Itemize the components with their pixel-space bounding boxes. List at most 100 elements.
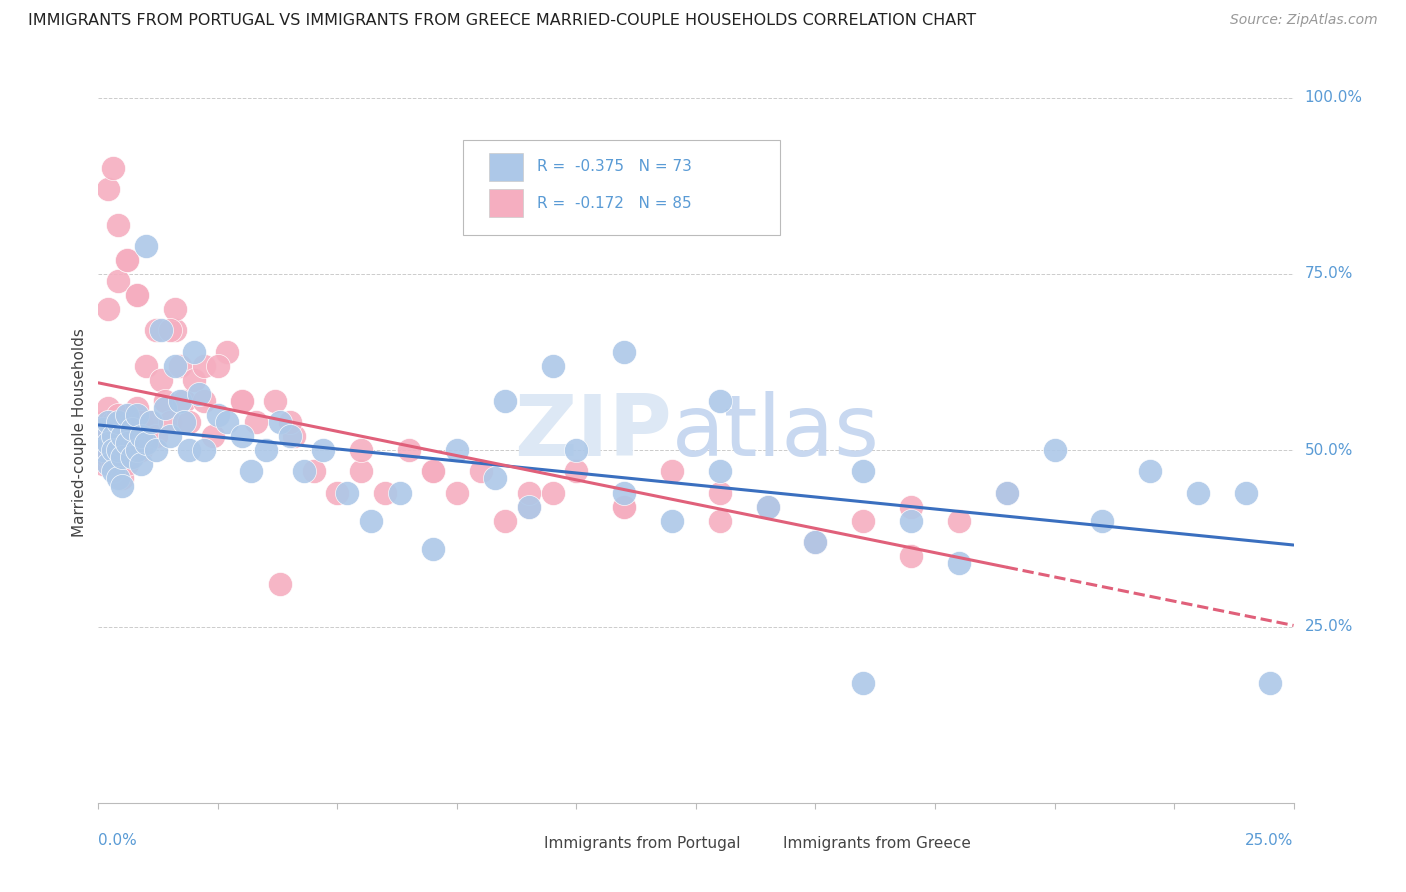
Point — [107, 471, 129, 485]
Point — [278, 415, 301, 429]
Point — [115, 252, 138, 267]
Point — [292, 464, 315, 478]
Point — [91, 436, 114, 450]
Point — [115, 436, 138, 450]
Text: R =  -0.375   N = 73: R = -0.375 N = 73 — [537, 160, 692, 174]
Point — [155, 401, 177, 415]
Point — [101, 458, 124, 472]
Point — [312, 443, 335, 458]
Point — [948, 514, 970, 528]
Point — [517, 485, 540, 500]
Point — [135, 239, 157, 253]
Text: 25.0%: 25.0% — [1305, 619, 1353, 634]
Point — [995, 485, 1018, 500]
Point — [101, 464, 124, 478]
Point — [155, 393, 177, 408]
Point — [163, 359, 186, 373]
Point — [269, 415, 291, 429]
Point — [283, 429, 305, 443]
Point — [484, 471, 506, 485]
Point — [900, 549, 922, 563]
Point — [269, 577, 291, 591]
Point — [709, 393, 731, 408]
Point — [1187, 485, 1209, 500]
Point — [254, 443, 277, 458]
Text: atlas: atlas — [672, 391, 880, 475]
Point — [101, 429, 124, 443]
Point — [111, 450, 134, 465]
Point — [1091, 514, 1114, 528]
Point — [111, 450, 134, 465]
Point — [756, 500, 779, 514]
Point — [446, 443, 468, 458]
Point — [804, 535, 827, 549]
Point — [661, 514, 683, 528]
Point — [231, 393, 253, 408]
Point — [193, 443, 215, 458]
Point — [494, 514, 516, 528]
Point — [115, 429, 138, 443]
Point — [149, 373, 172, 387]
Point — [97, 436, 120, 450]
Point — [101, 161, 124, 176]
Text: 0.0%: 0.0% — [98, 833, 138, 848]
Text: Source: ZipAtlas.com: Source: ZipAtlas.com — [1230, 13, 1378, 28]
Point — [135, 436, 157, 450]
FancyBboxPatch shape — [463, 140, 780, 235]
Point — [756, 500, 779, 514]
Point — [169, 393, 191, 408]
Point — [852, 464, 875, 478]
Point — [159, 429, 181, 443]
Point — [111, 471, 134, 485]
Point — [422, 541, 444, 556]
Point — [111, 478, 134, 492]
Point — [125, 401, 148, 415]
Point — [169, 359, 191, 373]
Point — [709, 464, 731, 478]
Text: 100.0%: 100.0% — [1305, 90, 1362, 105]
Point — [145, 323, 167, 337]
Point — [121, 450, 143, 465]
Point — [101, 443, 124, 458]
Point — [97, 429, 120, 443]
Point — [131, 415, 153, 429]
Point — [121, 415, 143, 429]
Point — [97, 415, 120, 429]
Point — [149, 323, 172, 337]
Point — [900, 514, 922, 528]
Point — [125, 408, 148, 422]
Point — [159, 415, 181, 429]
Point — [565, 443, 588, 458]
Point — [446, 485, 468, 500]
Point — [900, 500, 922, 514]
Point — [231, 393, 253, 408]
Point — [97, 450, 120, 465]
Point — [613, 500, 636, 514]
Point — [115, 252, 138, 267]
Point — [264, 393, 287, 408]
Point — [350, 464, 373, 478]
Point — [139, 415, 162, 429]
Point — [179, 443, 201, 458]
Point — [1258, 676, 1281, 690]
Point — [159, 323, 181, 337]
Point — [107, 443, 129, 458]
Text: R =  -0.172   N = 85: R = -0.172 N = 85 — [537, 195, 692, 211]
Point — [101, 415, 124, 429]
Point — [360, 514, 382, 528]
Point — [217, 344, 239, 359]
Point — [517, 500, 540, 514]
Point — [107, 436, 129, 450]
Point — [163, 302, 186, 317]
Point — [97, 458, 120, 472]
Text: 25.0%: 25.0% — [1246, 833, 1294, 848]
FancyBboxPatch shape — [489, 189, 523, 217]
Point — [135, 359, 157, 373]
Point — [422, 464, 444, 478]
Point — [207, 359, 229, 373]
Point — [326, 485, 349, 500]
Point — [278, 429, 301, 443]
Point — [336, 485, 359, 500]
Point — [302, 464, 325, 478]
Point — [163, 323, 186, 337]
